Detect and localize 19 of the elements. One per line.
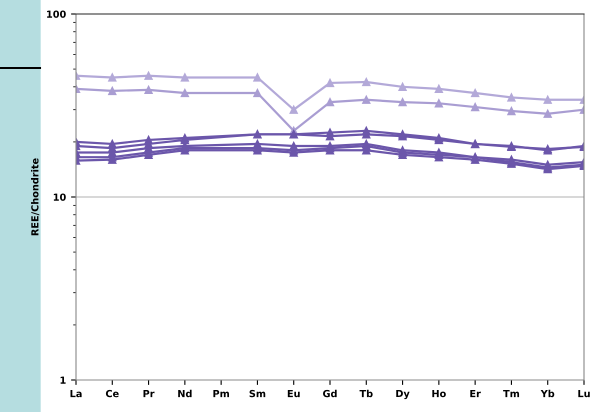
x-tick-label: Pm — [213, 390, 229, 398]
y-tick-label: 100 — [47, 10, 66, 18]
x-tick-label: Nd — [178, 390, 192, 398]
x-tick-label: Eu — [288, 390, 300, 398]
y-tick-label: 10 — [54, 193, 66, 201]
x-tick-label: Ho — [432, 390, 446, 398]
x-tick-label: Ce — [106, 390, 119, 398]
x-tick-label: Er — [470, 390, 481, 398]
x-tick-label: Yb — [540, 390, 554, 398]
x-tick-label: La — [70, 390, 82, 398]
x-tick-label: Gd — [323, 390, 337, 398]
x-tick-label: Pr — [144, 390, 155, 398]
y-axis-title: REE/Chondrite — [31, 158, 40, 236]
x-tick-label: Dy — [396, 390, 410, 400]
x-tick-label: Lu — [578, 390, 590, 398]
x-tick-label: Tb — [360, 390, 373, 398]
y-tick-label: 1 — [60, 376, 66, 384]
x-tick-label: Tm — [503, 390, 520, 398]
x-tick-label: Sm — [250, 390, 266, 398]
